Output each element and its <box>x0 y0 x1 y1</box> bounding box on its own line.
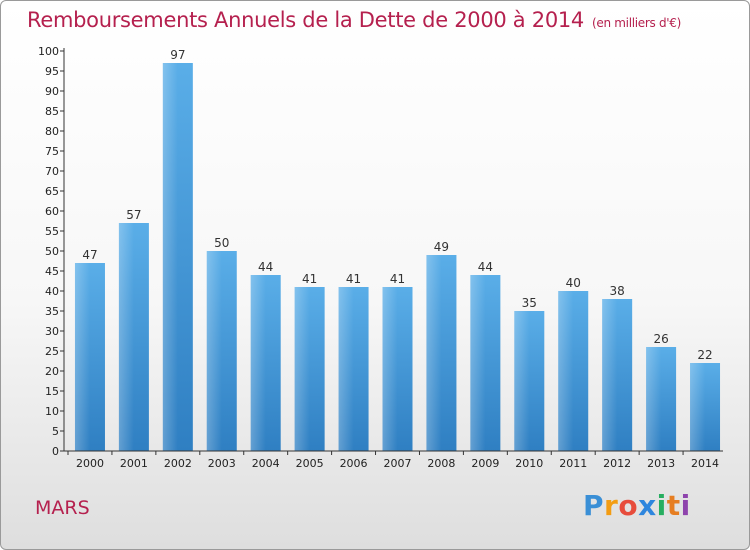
bar-highlight <box>250 275 266 451</box>
logo-letter: x <box>638 489 657 522</box>
x-tick-label: 2006 <box>340 457 368 470</box>
data-label: 38 <box>610 284 625 298</box>
y-tick-label: 100 <box>38 45 59 58</box>
bar-highlight <box>118 223 134 451</box>
bar-highlight <box>74 263 90 451</box>
data-label: 44 <box>258 260 273 274</box>
x-tick-label: 2014 <box>691 457 719 470</box>
y-tick-label: 15 <box>45 385 59 398</box>
x-tick-label: 2013 <box>647 457 675 470</box>
bar-highlight <box>338 287 354 451</box>
y-tick-label: 80 <box>45 125 59 138</box>
y-tick-label: 55 <box>45 225 59 238</box>
data-label: 35 <box>522 296 537 310</box>
y-tick-label: 45 <box>45 265 59 278</box>
bar-highlight <box>646 347 662 451</box>
bar-highlight <box>470 275 486 451</box>
data-label: 40 <box>566 276 581 290</box>
data-label: 57 <box>126 208 141 222</box>
data-label: 41 <box>302 272 317 286</box>
data-label: 26 <box>653 332 668 346</box>
x-tick-label: 2007 <box>384 457 412 470</box>
bar-highlight <box>558 291 574 451</box>
y-tick-label: 90 <box>45 85 59 98</box>
y-tick-label: 75 <box>45 145 59 158</box>
y-tick-label: 10 <box>45 405 59 418</box>
data-label: 97 <box>170 48 185 62</box>
y-tick-label: 70 <box>45 165 59 178</box>
chart-title: Remboursements Annuels de la Dette de 20… <box>27 8 681 32</box>
logo-letter: r <box>604 489 619 522</box>
y-tick-label: 30 <box>45 325 59 338</box>
y-tick-label: 35 <box>45 305 59 318</box>
y-tick-label: 50 <box>45 245 59 258</box>
y-tick-label: 0 <box>52 445 59 458</box>
unit-note: (en milliers d'€) <box>592 16 682 30</box>
bar-highlight <box>162 63 178 451</box>
x-tick-label: 2000 <box>76 457 104 470</box>
x-tick-label: 2008 <box>427 457 455 470</box>
y-tick-label: 25 <box>45 345 59 358</box>
bar-highlight <box>690 363 706 451</box>
data-label: 22 <box>697 348 712 362</box>
data-label: 41 <box>390 272 405 286</box>
bar-highlight <box>602 299 618 451</box>
x-tick-label: 2002 <box>164 457 192 470</box>
y-tick-label: 60 <box>45 205 59 218</box>
x-tick-label: 2009 <box>471 457 499 470</box>
y-tick-label: 95 <box>45 65 59 78</box>
x-tick-label: 2001 <box>120 457 148 470</box>
bar-highlight <box>294 287 310 451</box>
proxiti-logo[interactable]: Proxiti <box>583 489 691 522</box>
bar-highlight <box>206 251 222 451</box>
logo-letter: i <box>656 489 667 522</box>
bar-highlight <box>426 255 442 451</box>
y-tick-label: 85 <box>45 105 59 118</box>
commune-name: MARS <box>35 497 90 519</box>
x-tick-label: 2012 <box>603 457 631 470</box>
x-tick-label: 2003 <box>208 457 236 470</box>
chart-title-text: Remboursements Annuels de la Dette de 20… <box>27 8 584 32</box>
y-tick-label: 40 <box>45 285 59 298</box>
data-label: 49 <box>434 240 449 254</box>
data-label: 47 <box>82 248 97 262</box>
x-tick-label: 2004 <box>252 457 280 470</box>
y-tick-label: 65 <box>45 185 59 198</box>
x-tick-label: 2010 <box>515 457 543 470</box>
logo-letter: o <box>618 489 639 522</box>
y-tick-label: 5 <box>52 425 59 438</box>
logo-letter: t <box>666 489 681 522</box>
x-tick-label: 2005 <box>296 457 324 470</box>
data-label: 50 <box>214 236 229 250</box>
bar-highlight <box>514 311 530 451</box>
logo-letter: P <box>583 489 605 522</box>
data-label: 44 <box>478 260 493 274</box>
data-label: 41 <box>346 272 361 286</box>
x-tick-label: 2011 <box>559 457 587 470</box>
y-tick-label: 20 <box>45 365 59 378</box>
logo-letter: i <box>680 489 691 522</box>
bar-highlight <box>382 287 398 451</box>
